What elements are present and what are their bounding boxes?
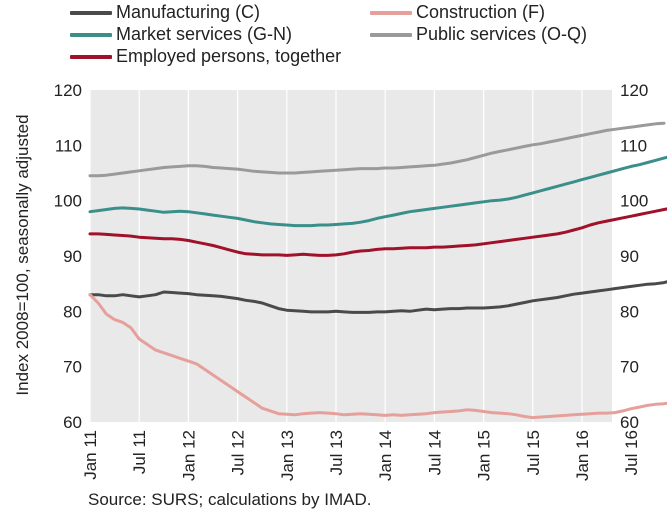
series-line-4: [88, 207, 667, 257]
legend-item-market-services: Market services (G-N): [70, 24, 292, 45]
legend-swatch-employed: [70, 54, 112, 59]
legend-item-employed: Employed persons, together: [70, 46, 341, 67]
legend-item-construction: Construction (F): [370, 2, 545, 23]
legend-label-construction: Construction (F): [416, 2, 546, 22]
y-axis-label: Index 2008=100, seasonally adjusted: [13, 114, 32, 395]
x-tick-label-2: Jan 12: [179, 430, 198, 481]
legend-label-public-services: Public services (O-Q): [416, 24, 588, 44]
y-tick-label-left-3: 90: [63, 247, 82, 266]
x-tick-label-1: Jul 11: [130, 430, 149, 474]
x-tick-label-3: Jul 12: [229, 430, 248, 475]
axes: Jan 11 Jul 11 Jan 12 Jul 12 Jan 13 Jul 13 Jan …: [54, 81, 649, 481]
legend-swatch-manufacturing: [70, 10, 112, 15]
x-tick-label-7: Jul 14: [425, 430, 444, 475]
x-tick-label-11: Jul 16: [622, 430, 641, 475]
legend-swatch-public-services: [370, 32, 412, 37]
legend-label-market-services: Market services (G-N): [116, 24, 293, 44]
legend-swatch-construction: [370, 10, 412, 15]
legend-label-manufacturing: Manufacturing (C): [116, 2, 261, 22]
y-tick-label-right-2: 80: [620, 302, 639, 321]
source-note: Source: SURS; calculations by IMAD.: [88, 490, 372, 509]
y-tick-label-right-0: 60: [620, 413, 639, 432]
legend-item-public-services: Public services (O-Q): [370, 24, 587, 45]
series-line-3: [88, 121, 666, 178]
y-tick-label-right-1: 70: [620, 358, 639, 377]
x-tick-label-5: Jul 13: [327, 430, 346, 475]
legend: Manufacturing (C) Construction (F) Marke…: [70, 2, 650, 68]
x-tick-label-6: Jan 14: [376, 430, 395, 481]
x-tick-label-0: Jan 11: [81, 430, 100, 480]
x-tick-label-8: Jan 15: [475, 430, 494, 481]
series-line-2: [88, 155, 667, 228]
y-tick-label-left-6: 120: [54, 81, 82, 100]
x-tick-label-4: Jan 13: [278, 430, 297, 481]
legend-label-employed: Employed persons, together: [116, 46, 342, 66]
y-tick-label-left-5: 110: [55, 136, 82, 155]
y-tick-label-left-2: 80: [63, 302, 82, 321]
plot-area: [90, 90, 612, 422]
y-tick-label-left-0: 60: [63, 413, 82, 432]
y-tick-label-right-5: 110: [620, 136, 647, 155]
y-tick-label-right-3: 90: [620, 247, 639, 266]
y-tick-label-right-4: 100: [620, 192, 648, 211]
series-layer: [88, 121, 667, 420]
x-tick-label-10: Jan 16: [573, 430, 592, 481]
x-tick-label-9: Jul 15: [524, 430, 543, 475]
series-line-1: [88, 293, 667, 420]
legend-swatch-market-services: [70, 32, 112, 37]
y-tick-label-left-1: 70: [63, 358, 82, 377]
legend-item-manufacturing: Manufacturing (C): [70, 2, 260, 23]
y-tick-label-right-6: 120: [620, 81, 648, 100]
series-line-0: [88, 280, 667, 314]
y-tick-label-left-4: 100: [54, 192, 82, 211]
plot-background: [90, 90, 612, 422]
